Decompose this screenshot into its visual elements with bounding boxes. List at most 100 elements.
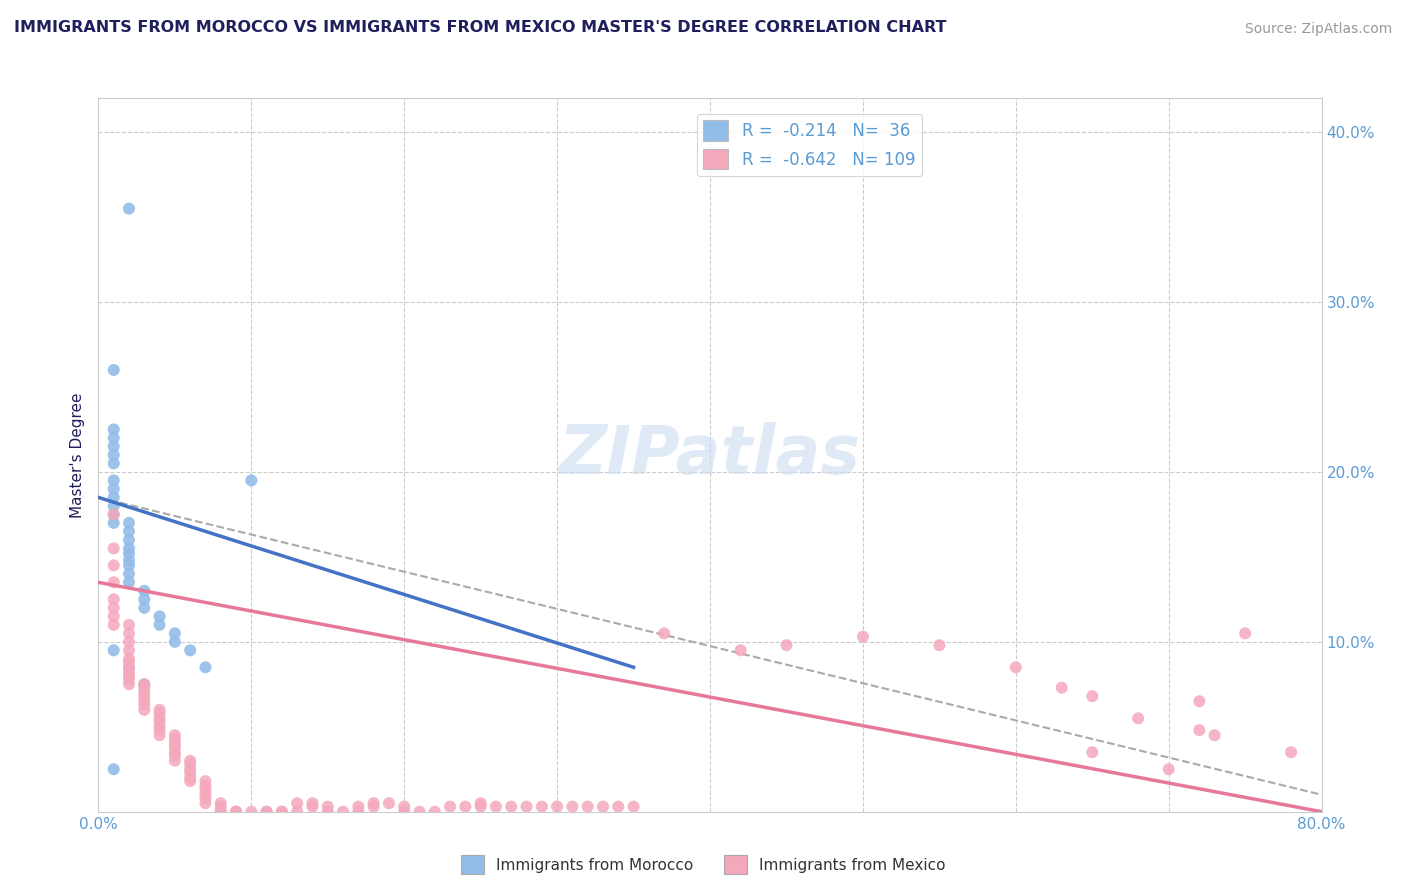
Point <box>103 600 125 615</box>
Point <box>103 609 125 624</box>
Point <box>118 575 141 590</box>
Point <box>134 681 156 695</box>
Point <box>225 805 247 819</box>
Point <box>485 799 508 814</box>
Point <box>103 422 125 436</box>
Point <box>194 779 217 793</box>
Point <box>316 799 339 814</box>
Point <box>1050 681 1073 695</box>
Point <box>118 617 141 632</box>
Point <box>149 703 172 717</box>
Point <box>103 499 125 513</box>
Point <box>928 638 950 652</box>
Point <box>652 626 675 640</box>
Point <box>149 711 172 725</box>
Point <box>423 805 446 819</box>
Point <box>363 796 385 810</box>
Point <box>149 714 172 729</box>
Point <box>1188 723 1211 738</box>
Point <box>163 754 186 768</box>
Point <box>225 805 247 819</box>
Point <box>163 626 186 640</box>
Point <box>392 799 416 814</box>
Point <box>240 474 263 488</box>
Text: Source: ZipAtlas.com: Source: ZipAtlas.com <box>1244 22 1392 37</box>
Text: IMMIGRANTS FROM MOROCCO VS IMMIGRANTS FROM MEXICO MASTER'S DEGREE CORRELATION CH: IMMIGRANTS FROM MOROCCO VS IMMIGRANTS FR… <box>14 20 946 35</box>
Point <box>103 363 125 377</box>
Point <box>209 799 232 814</box>
Point <box>103 482 125 496</box>
Point <box>1128 711 1150 725</box>
Point <box>103 575 125 590</box>
Point <box>134 677 156 691</box>
Point <box>103 457 125 471</box>
Point <box>270 805 292 819</box>
Point <box>179 643 201 657</box>
Point <box>149 728 172 742</box>
Point <box>194 791 217 805</box>
Point <box>149 723 172 738</box>
Point <box>561 799 583 814</box>
Point <box>149 609 172 624</box>
Point <box>163 748 186 763</box>
Point <box>516 799 538 814</box>
Legend: Immigrants from Morocco, Immigrants from Mexico: Immigrants from Morocco, Immigrants from… <box>454 849 952 880</box>
Point <box>209 805 232 819</box>
Point <box>118 626 141 640</box>
Point <box>1204 728 1226 742</box>
Point <box>1234 626 1257 640</box>
Point <box>103 617 125 632</box>
Point <box>363 799 385 814</box>
Point <box>1004 660 1026 674</box>
Point <box>592 799 614 814</box>
Point <box>209 805 232 819</box>
Point <box>149 617 172 632</box>
Point <box>118 566 141 581</box>
Y-axis label: Master's Degree: Master's Degree <box>70 392 86 517</box>
Point <box>163 740 186 755</box>
Point <box>470 799 492 814</box>
Point <box>194 788 217 802</box>
Point <box>134 686 156 700</box>
Point <box>103 643 125 657</box>
Point <box>454 799 477 814</box>
Point <box>103 508 125 522</box>
Point <box>332 805 354 819</box>
Point <box>118 660 141 674</box>
Point <box>118 524 141 539</box>
Point <box>103 491 125 505</box>
Point <box>103 541 125 556</box>
Point <box>134 694 156 708</box>
Point <box>118 533 141 547</box>
Point <box>163 635 186 649</box>
Point <box>118 202 141 216</box>
Point <box>209 796 232 810</box>
Point <box>134 677 156 691</box>
Point <box>118 643 141 657</box>
Point <box>194 796 217 810</box>
Point <box>179 757 201 772</box>
Point <box>118 672 141 686</box>
Point <box>103 516 125 530</box>
Point <box>118 660 141 674</box>
Point <box>501 799 523 814</box>
Point <box>163 728 186 742</box>
Point <box>179 771 201 785</box>
Point <box>285 805 308 819</box>
Point <box>163 737 186 751</box>
Point <box>1279 745 1302 759</box>
Point <box>103 592 125 607</box>
Point <box>194 660 217 674</box>
Point <box>118 546 141 560</box>
Point <box>118 655 141 669</box>
Point <box>546 799 568 814</box>
Point <box>103 431 125 445</box>
Point <box>118 665 141 680</box>
Point <box>470 796 492 810</box>
Point <box>1157 762 1180 776</box>
Point <box>256 805 278 819</box>
Point <box>118 635 141 649</box>
Point <box>103 474 125 488</box>
Point <box>149 706 172 721</box>
Point <box>392 805 416 819</box>
